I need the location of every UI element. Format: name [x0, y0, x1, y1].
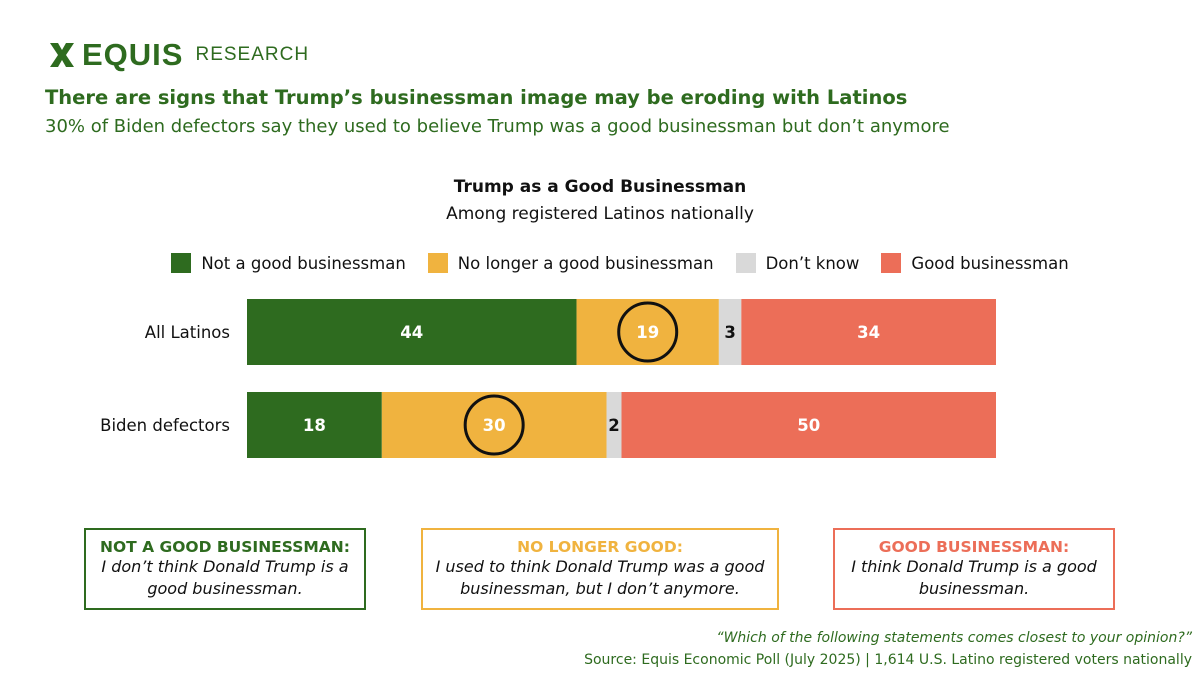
data-label: 19 — [636, 323, 659, 342]
legend-label: Not a good businessman — [201, 253, 406, 273]
highlight-circle — [463, 394, 525, 456]
legend-item-good: Good businessman — [881, 253, 1069, 273]
legend-item-not-good: Not a good businessman — [171, 253, 406, 273]
data-label: 44 — [400, 323, 423, 342]
legend-label: Don’t know — [765, 253, 860, 273]
data-label: 34 — [857, 323, 880, 342]
equis-x-icon — [50, 43, 74, 67]
bar-segment — [621, 392, 996, 458]
legend-swatch — [881, 253, 902, 273]
bar-segment — [718, 299, 742, 365]
source-note: Source: Equis Economic Poll (July 2025) … — [584, 652, 1192, 668]
definition-box-no-longer: NO LONGER GOOD: I used to think Donald T… — [421, 528, 779, 610]
chart-title: Trump as a Good Businessman — [453, 177, 747, 197]
data-label: 50 — [797, 416, 820, 435]
survey-question: “Which of the following statements comes… — [716, 630, 1192, 646]
subheadline: 30% of Biden defectors say they used to … — [45, 116, 950, 137]
headline: There are signs that Trump’s businessman… — [45, 86, 908, 109]
data-label: 18 — [303, 416, 326, 435]
legend-swatch — [171, 253, 192, 273]
bar-segment — [247, 392, 382, 458]
data-label: 2 — [608, 416, 619, 435]
legend-label: No longer a good businessman — [457, 253, 714, 273]
bar-segment — [741, 299, 996, 365]
definition-box-not-good: NOT A GOOD BUSINESSMAN: I don’t think Do… — [84, 528, 366, 610]
definition-text: I don’t think Donald Trump is a good bus… — [101, 557, 349, 598]
legend-label: Good businessman — [911, 253, 1069, 273]
data-label: 3 — [724, 323, 735, 342]
legend-item-no-longer: No longer a good businessman — [427, 253, 714, 273]
definition-text: I think Donald Trump is a good businessm… — [851, 557, 1097, 598]
bar-segment — [576, 299, 719, 365]
brand-name: EQUIS — [82, 37, 184, 72]
data-label: 30 — [483, 416, 506, 435]
brand-tagline: RESEARCH — [195, 44, 310, 65]
definition-heading: NOT A GOOD BUSINESSMAN: — [100, 538, 350, 556]
highlight-circle — [617, 301, 679, 363]
legend-swatch — [735, 253, 756, 273]
bar-segment — [606, 392, 622, 458]
chart-subtitle: Among registered Latinos nationally — [446, 204, 754, 224]
bar-segment — [247, 299, 577, 365]
category-label: All Latinos — [145, 323, 230, 342]
legend-swatch — [427, 253, 448, 273]
legend-item-dont-know: Don’t know — [735, 253, 860, 273]
chart-legend: Not a good businessman No longer a good … — [0, 253, 1200, 273]
category-label: Biden defectors — [100, 416, 230, 435]
definition-box-good: GOOD BUSINESSMAN: I think Donald Trump i… — [833, 528, 1115, 610]
bar-segment — [381, 392, 607, 458]
brand-logo: EQUIS RESEARCH — [48, 37, 310, 72]
definition-heading: GOOD BUSINESSMAN: — [878, 538, 1070, 556]
definition-text: I used to think Donald Trump was a good … — [435, 557, 765, 598]
definition-heading: NO LONGER GOOD: — [517, 538, 683, 556]
